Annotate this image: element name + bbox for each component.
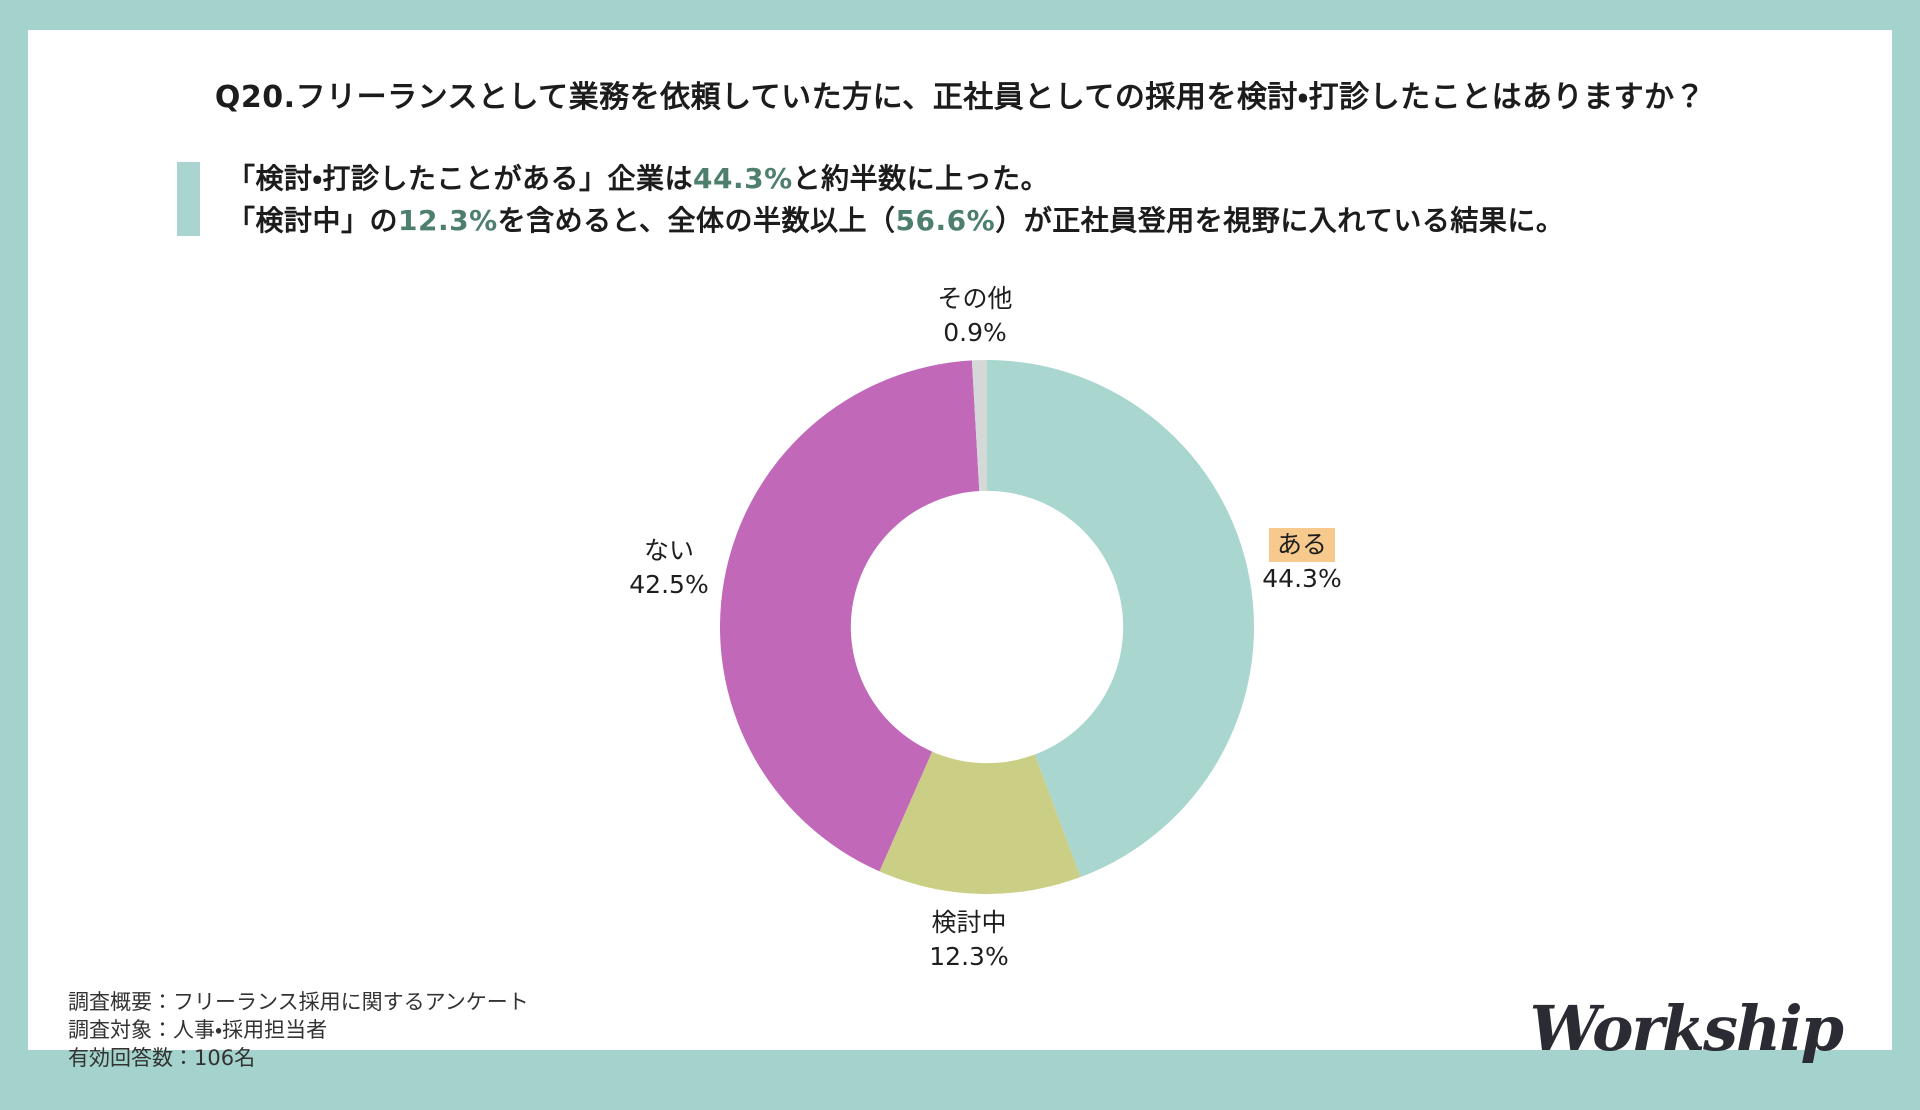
summary-accent-bar (177, 162, 200, 236)
summary-value-2: 12.3% (398, 204, 498, 237)
chart-label-nai-pct: 42.5% (629, 570, 709, 599)
chart-label-aru-name-wrap: ある (1217, 528, 1387, 562)
chart-label-nai: ない 42.5% (584, 534, 754, 602)
summary-line-1-pre: 「検討・打診したことがある」企業は (227, 162, 694, 195)
summary-line-2-mid: を含めると、全体の半数以上（ (497, 204, 896, 237)
survey-target-note: 調査対象：人事・採用担当者 (68, 1018, 328, 1042)
chart-label-kento-pct: 12.3% (929, 942, 1009, 971)
valid-responses-note: 有効回答数：106名 (68, 1046, 256, 1070)
chart-label-aru: ある 44.3% (1217, 528, 1387, 596)
page-title: Q20.フリーランスとして業務を依頼していた方に、正社員としての採用を検討・打診… (214, 80, 1706, 115)
survey-overview-note: 調査概要：フリーランス採用に関するアンケート (68, 990, 529, 1014)
summary-line-1: 「検討・打診したことがある」企業は44.3%と約半数に上った。 (227, 158, 1564, 200)
workship-logo: Workship (1529, 992, 1844, 1065)
chart-label-nai-name: ない (643, 536, 694, 565)
chart-label-kento: 検討中 12.3% (884, 906, 1054, 974)
summary-value-3: 56.6% (895, 204, 996, 237)
summary-line-2-pre: 「検討中」の (227, 204, 399, 237)
donut-segment-sonota (971, 360, 987, 492)
chart-label-sonota-pct: 0.9% (943, 318, 1007, 347)
chart-label-aru-pct: 44.3% (1262, 564, 1342, 593)
chart-label-sonota: その他 0.9% (890, 282, 1060, 350)
summary-block: 「検討・打診したことがある」企業は44.3%と約半数に上った。 「検討中」の12… (177, 158, 1564, 242)
content-card: Q20.フリーランスとして業務を依頼していた方に、正社員としての採用を検討・打診… (28, 30, 1892, 1070)
donut-segment-kentochu (879, 751, 1081, 895)
chart-label-aru-name: ある (1268, 528, 1335, 562)
donut-segment-nai (720, 360, 980, 872)
donut-segment-aru (987, 360, 1254, 878)
summary-line-2-post: ）が正社員登用を視野に入れている結果に。 (995, 204, 1565, 237)
summary-value-1: 44.3% (693, 162, 793, 195)
survey-notes: 調査概要：フリーランス採用に関するアンケート 調査対象：人事・採用担当者 有効回… (68, 988, 529, 1072)
summary-line-1-post: と約半数に上った。 (792, 162, 1050, 195)
chart-label-kento-name: 検討中 (931, 908, 1007, 937)
summary-text: 「検討・打診したことがある」企業は44.3%と約半数に上った。 「検討中」の12… (227, 158, 1564, 242)
summary-line-2: 「検討中」の12.3%を含めると、全体の半数以上（56.6%）が正社員登用を視野… (227, 200, 1564, 242)
page-frame: { "colors": { "frame": "#a3d3cc", "accen… (28, 30, 1892, 1070)
chart-label-sonota-name: その他 (937, 284, 1013, 313)
